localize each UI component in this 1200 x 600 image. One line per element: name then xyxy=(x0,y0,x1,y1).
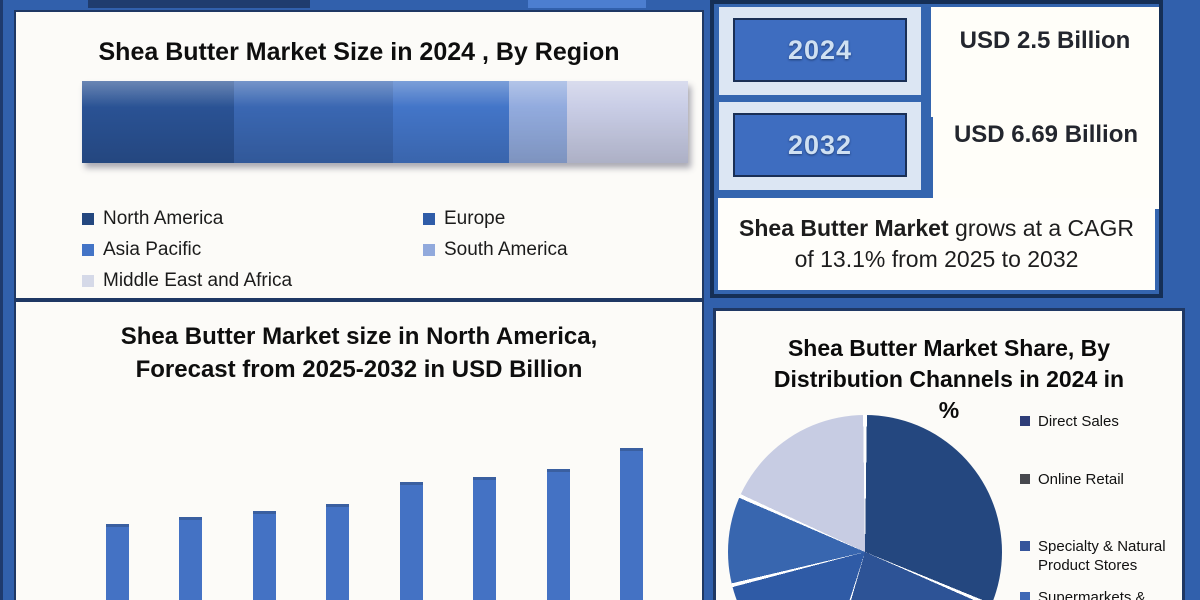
panel-distribution-pie: Shea Butter Market Share, By Distributio… xyxy=(713,308,1185,600)
legend-item: Middle East and Africa xyxy=(82,270,423,292)
distribution-pie xyxy=(728,415,1002,600)
kpi-year-box-2032: 2032 xyxy=(719,102,921,190)
legend-swatch xyxy=(82,275,94,287)
pie-legend-swatch xyxy=(1020,592,1030,600)
pie-title-line1: Shea Butter Market Share, By xyxy=(787,335,1111,361)
legend-swatch xyxy=(82,213,94,225)
pie-legend: Direct Sales Online Retail Specialty & Nat… xyxy=(1020,311,1182,600)
legend-swatch xyxy=(423,244,435,256)
panel-region-chart: Shea Butter Market Size in 2024 , By Reg… xyxy=(14,10,704,300)
kpi-value-box-2024: USD 2.5 Billion xyxy=(931,7,1159,117)
pie-legend-swatch xyxy=(1020,541,1030,551)
legend-item: Asia Pacific xyxy=(82,239,423,261)
stacked-bar-segment xyxy=(82,81,234,163)
pie-legend-label: Supermarkets & xyxy=(1038,589,1146,600)
pie-legend-item: Specialty & Natural Product Stores xyxy=(1020,537,1182,575)
cagr-line1-rest: grows at a CAGR xyxy=(948,215,1134,241)
region-legend: North America Europe Asia Pacific South Ame… xyxy=(82,208,667,292)
left-edge-line xyxy=(0,0,3,600)
forecast-bar xyxy=(473,477,496,600)
legend-label: Europe xyxy=(444,208,506,229)
legend-item: North America xyxy=(82,208,423,230)
forecast-bar xyxy=(620,448,643,600)
stacked-bar-segment xyxy=(233,81,394,163)
top-strip-dark-fragment xyxy=(88,0,310,8)
kpi-frame: 2024 USD 2.5 Billion 2032 USD 6.69 Billi… xyxy=(710,0,1163,298)
cagr-statement-box: Shea Butter Market grows at a CAGR of 13… xyxy=(718,198,1155,290)
forecast-bar xyxy=(252,511,276,600)
pie-title-line3: % xyxy=(938,397,960,423)
region-chart-title: Shea Butter Market Size in 2024 , By Reg… xyxy=(98,38,620,66)
kpi-year-badge-2032: 2032 xyxy=(733,113,907,177)
na-forecast-title-line1: Shea Butter Market size in North America… xyxy=(120,323,598,350)
region-stacked-bar xyxy=(82,81,688,163)
forecast-bar xyxy=(399,482,423,600)
forecast-bar xyxy=(179,517,202,600)
cagr-line1: Shea Butter Market grows at a CAGR xyxy=(718,213,1155,244)
pie-title-line2: Distribution Channels in 2024 in xyxy=(773,366,1125,392)
pie-legend-label: Direct Sales xyxy=(1038,413,1119,430)
forecast-bar xyxy=(105,524,129,600)
legend-label: Middle East and Africa xyxy=(103,270,293,291)
legend-swatch xyxy=(82,244,94,256)
forecast-bar xyxy=(326,504,349,600)
pie-legend-swatch xyxy=(1020,474,1030,484)
stacked-bar-segment xyxy=(566,81,688,163)
pie-title: Shea Butter Market Share, By Distributio… xyxy=(716,333,1182,426)
kpi-year-badge-2024: 2024 xyxy=(733,18,907,82)
kpi-value-box-2032: USD 6.69 Billion xyxy=(933,101,1159,209)
na-bar-chart xyxy=(16,302,702,600)
pie-legend-item: Online Retail xyxy=(1020,470,1124,489)
pie-legend-item: Direct Sales xyxy=(1020,412,1119,431)
na-forecast-title: Shea Butter Market size in North America… xyxy=(16,320,702,386)
top-strip-light-fragment xyxy=(528,0,646,8)
cagr-line2: of 13.1% from 2025 to 2032 xyxy=(794,246,1079,272)
legend-label: North America xyxy=(103,208,224,229)
kpi-year-box-2024: 2024 xyxy=(719,7,921,95)
pie-legend-swatch xyxy=(1020,416,1030,426)
legend-item: Europe xyxy=(423,208,667,230)
legend-label: South America xyxy=(444,239,568,260)
legend-label: Asia Pacific xyxy=(103,239,202,260)
pie-legend-label: Specialty & Natural Product Stores xyxy=(1038,538,1166,574)
stacked-bar-segment xyxy=(393,81,509,163)
legend-item: South America xyxy=(423,239,667,261)
forecast-bar xyxy=(546,469,570,600)
pie-legend-label: Online Retail xyxy=(1038,471,1124,488)
pie-legend-item: Supermarkets & xyxy=(1020,588,1146,600)
stacked-bar-segment xyxy=(508,81,567,163)
na-forecast-title-line2: Forecast from 2025-2032 in USD Billion xyxy=(135,356,583,383)
cagr-market-name: Shea Butter Market xyxy=(739,215,949,241)
legend-swatch xyxy=(423,213,435,225)
panel-na-forecast-chart: Shea Butter Market size in North America… xyxy=(14,300,704,600)
